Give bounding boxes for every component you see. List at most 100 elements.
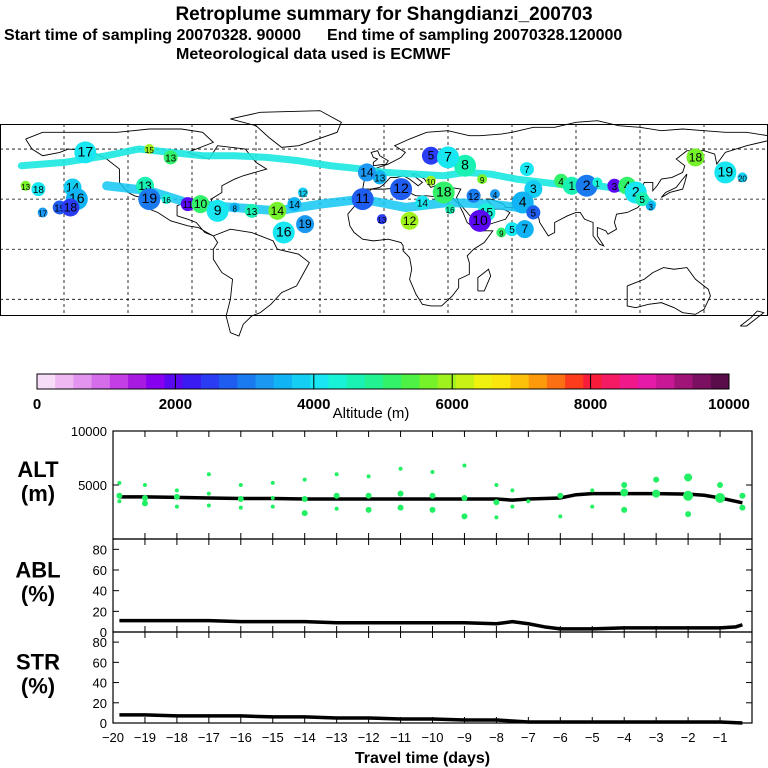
y-tick-label: 60: [93, 655, 107, 670]
plume-day-label: 16: [446, 206, 455, 215]
colorbar-cell: [383, 374, 402, 389]
madagascar-outline: [477, 268, 492, 292]
plume-blob: [714, 161, 737, 184]
plume-day-label: 5: [531, 208, 537, 219]
scatter-point: [238, 505, 243, 510]
plume-blob: [400, 211, 419, 230]
scatter-point: [365, 506, 372, 513]
plume-blob: [686, 148, 705, 167]
colorbar-cell: [237, 374, 256, 389]
plume-blob: [74, 141, 97, 164]
colorbar-cell: [55, 374, 74, 389]
plume-day-label: 5: [509, 225, 515, 236]
plume-blob: [268, 201, 287, 220]
panel-frame: [112, 430, 753, 540]
colorbar-cell: [219, 374, 238, 389]
x-tick-label: −15: [262, 730, 284, 745]
scatter-point: [590, 488, 595, 493]
plume-day-label: 18: [33, 185, 45, 196]
colorbar-cell: [73, 374, 93, 389]
colorbar-axis-label: Altitude (m): [333, 405, 410, 422]
x-tick-label: −13: [326, 730, 348, 745]
plume-day-label: 12: [468, 192, 480, 203]
plume-day-label: 14: [360, 165, 374, 179]
plume-day-label: 13: [374, 173, 386, 184]
scatter-point: [494, 483, 499, 487]
plume-day-label: 10: [472, 212, 488, 228]
plume-day-label: 2: [583, 177, 591, 193]
plume-day-label: 10: [194, 197, 208, 211]
plume-day-label: 14: [271, 204, 285, 218]
colorbar-cell: [455, 374, 475, 389]
colorbar-cell: [273, 374, 293, 389]
panel-frame: [112, 538, 753, 633]
y-tick-label: 5000: [78, 478, 107, 493]
plume-blob: [496, 227, 507, 238]
plume-blob: [425, 175, 436, 186]
scatter-point: [510, 488, 515, 493]
altitude-colorbar: 0 2000 4000 6000 8000 10000 Altitude (m): [33, 373, 750, 422]
y-tick-label: 60: [93, 563, 107, 578]
colorbar-cell: [492, 374, 511, 389]
south-america-outline: [212, 228, 310, 337]
y-tick-label: 0: [100, 716, 107, 731]
plume-day-label: 17: [78, 143, 94, 159]
plume-day-label: 9: [214, 202, 222, 218]
scatter-point: [141, 500, 148, 507]
greenland-outline: [230, 110, 342, 148]
plume-blob: [372, 170, 387, 185]
plume-day-label: 14: [289, 200, 301, 211]
scatter-point: [590, 504, 595, 509]
x-tick-label: −12: [358, 730, 380, 745]
scatter-point: [397, 490, 404, 497]
chart-title: Retroplume summary for Shangdianzi_20070…: [175, 4, 593, 25]
plume-blob: [437, 146, 459, 169]
scatter-point: [684, 473, 693, 482]
plume-blob: [138, 188, 161, 211]
plume-blob: [206, 199, 229, 222]
y-tick-label: 40: [93, 676, 107, 691]
scatter-point: [652, 489, 661, 498]
scatter-point: [237, 496, 244, 503]
plume-blob: [489, 189, 500, 200]
colorbar-cell: [528, 374, 548, 389]
colorbar-cell: [310, 374, 329, 389]
colorbar-cell: [37, 374, 56, 389]
panel-y-label: ALT: [17, 457, 59, 482]
x-tick-label: −2: [681, 730, 696, 745]
x-tick-label: −5: [585, 730, 600, 745]
plume-blob: [61, 198, 80, 217]
scatter-point: [683, 490, 694, 501]
colorbar-cell: [401, 374, 420, 389]
colorbar-tick-label: 4000: [297, 396, 330, 413]
scatter-point: [558, 514, 563, 519]
colorbar-cell: [583, 374, 602, 389]
x-tick-label: −8: [489, 730, 504, 745]
x-tick-label: −14: [294, 730, 316, 745]
y-tick-label: 0: [100, 625, 107, 640]
plume-day-label: 8: [232, 204, 237, 213]
plume-day-label: 8: [461, 157, 469, 173]
scatter-point: [366, 474, 371, 479]
plume-day-label: 11: [183, 200, 194, 211]
scatter-point: [270, 495, 275, 500]
new-zealand-outline: [739, 310, 765, 327]
scatter-point: [685, 511, 692, 518]
plume-blob: [144, 144, 155, 155]
plume-day-label: 7: [521, 222, 528, 236]
plume-day-label: 12: [298, 189, 307, 198]
plume-day-label: 7: [444, 148, 452, 164]
plume-day-label: 13: [246, 207, 258, 218]
colorbar-tick-label: 0: [33, 396, 41, 413]
scatter-point: [620, 488, 629, 497]
plume-south-track: [102, 181, 538, 216]
scatter-point: [116, 492, 123, 499]
plume-day-label: 9: [499, 230, 504, 239]
plume-day-label: 15: [145, 146, 154, 155]
plume-day-label: 13: [21, 183, 30, 192]
plume-day-label: 19: [298, 217, 312, 231]
plume-blob: [607, 178, 622, 193]
plume-blob: [469, 209, 491, 232]
plume-day-label: 1: [568, 179, 575, 193]
